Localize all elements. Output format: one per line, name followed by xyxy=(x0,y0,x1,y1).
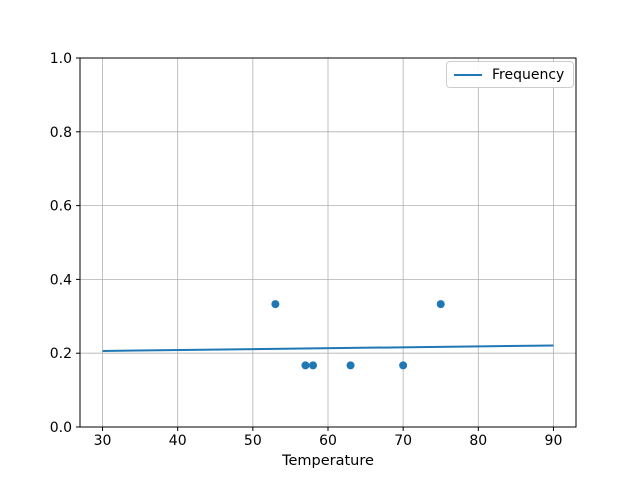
y-tick-label: 0.0 xyxy=(50,420,72,436)
x-tick-label: 50 xyxy=(244,433,262,449)
legend-entry-label: Frequency xyxy=(492,66,565,83)
x-tick-label: 30 xyxy=(94,433,112,449)
y-tick-label: 1.0 xyxy=(50,51,72,67)
scatter-point xyxy=(346,361,355,370)
y-tick-label: 0.8 xyxy=(50,125,72,141)
x-tick-label: 80 xyxy=(469,433,487,449)
x-tick-label: 60 xyxy=(319,433,337,449)
legend-line-sample xyxy=(454,73,482,76)
scatter-point xyxy=(436,300,445,309)
frequency-trend-line xyxy=(102,344,554,352)
legend: Frequency xyxy=(446,61,575,88)
scatter-point xyxy=(301,361,310,370)
scatter-point xyxy=(399,361,408,370)
scatter-point xyxy=(271,300,280,309)
x-axis-label: Temperature xyxy=(282,453,374,469)
y-tick-label: 0.4 xyxy=(50,272,72,288)
x-tick-label: 40 xyxy=(169,433,187,449)
scatter-point xyxy=(308,361,317,370)
y-tick-label: 0.2 xyxy=(50,346,72,362)
y-tick-label: 0.6 xyxy=(50,199,72,215)
x-tick-label: 90 xyxy=(545,433,563,449)
x-tick-label: 70 xyxy=(394,433,412,449)
